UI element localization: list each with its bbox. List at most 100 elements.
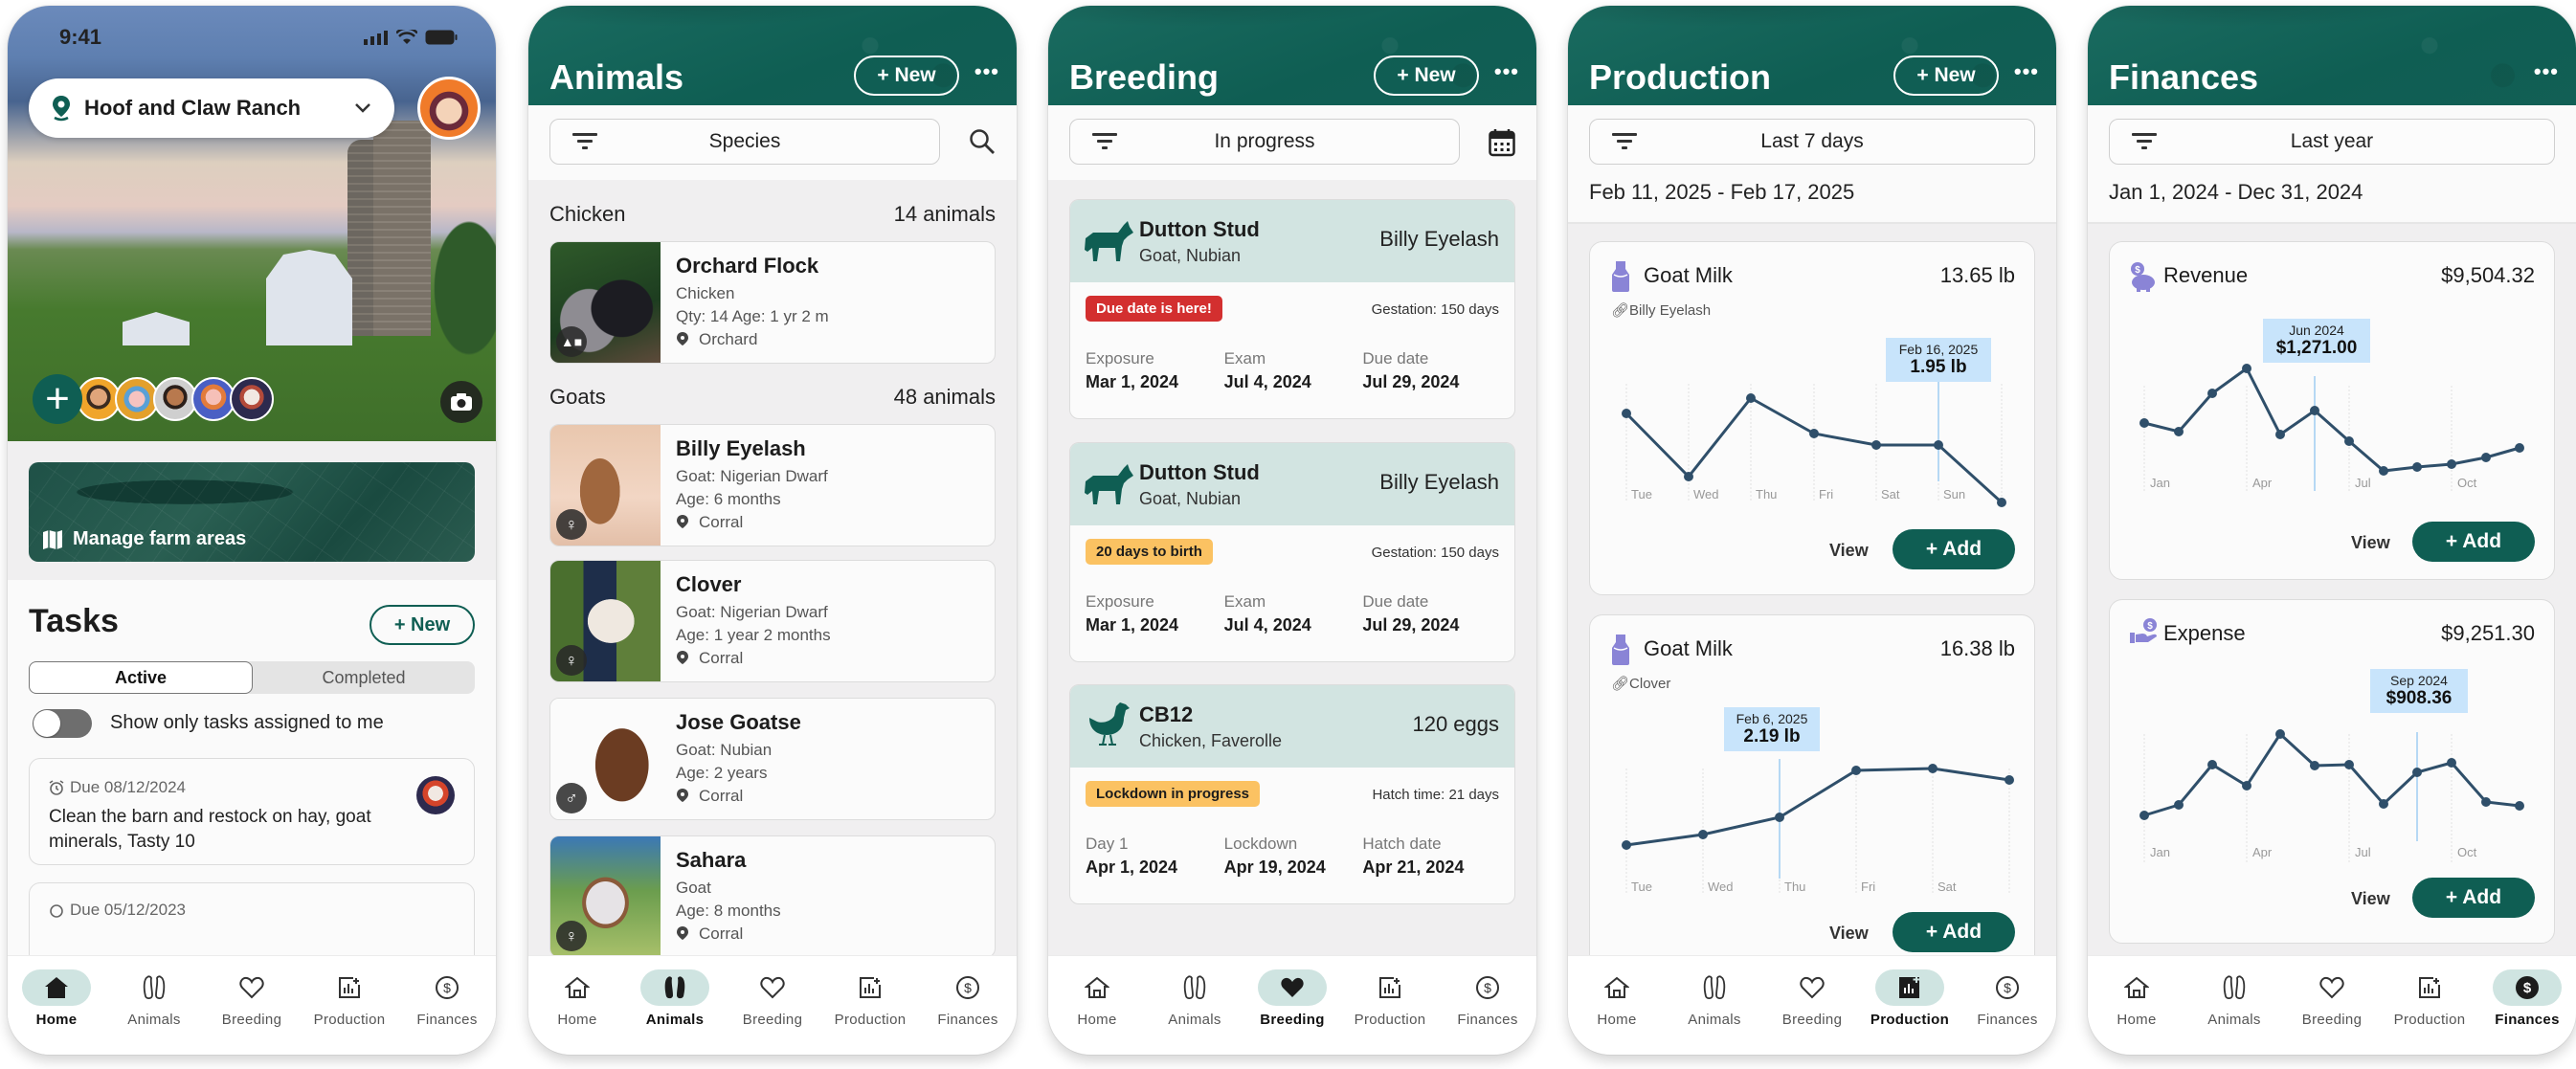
page-title: Production (1589, 57, 1771, 97)
dollar-circle-icon: $ (2516, 976, 2539, 999)
chart-tooltip: Feb 16, 2025 1.95 lb (1886, 338, 1991, 382)
page-title: Finances (2109, 57, 2259, 97)
breeding-card[interactable]: CB12 Chicken, Faverolle 120 eggs Lockdow… (1069, 684, 1515, 904)
svg-text:Apr: Apr (2252, 476, 2273, 490)
status-filter[interactable]: In progress (1069, 119, 1460, 165)
filter-bar: Species (528, 105, 1017, 180)
more-options-icon[interactable]: ••• (2533, 59, 2559, 83)
hoof-icon (143, 975, 166, 1000)
nav-animals[interactable]: Animals (1149, 969, 1241, 1055)
nav-animals[interactable]: Animals (108, 969, 200, 1055)
period-filter[interactable]: Last 7 days (1589, 119, 2035, 165)
filter-icon (571, 133, 598, 150)
svg-text:$: $ (2004, 980, 2011, 995)
add-revenue-button[interactable]: + Add (2412, 522, 2535, 562)
animal-card[interactable]: ♂ Jose Goatse Goat: Nubian Age: 2 years … (549, 698, 996, 820)
assigned-to-me-label: Show only tasks assigned to me (110, 712, 384, 733)
farm-selector[interactable]: Hoof and Claw Ranch (29, 78, 394, 138)
wifi-icon (396, 30, 417, 44)
view-button[interactable]: View (1829, 541, 1869, 560)
dollar-circle-icon: $ (1996, 976, 2019, 999)
new-task-button[interactable]: + New (370, 605, 475, 645)
manage-farm-areas-button[interactable]: Manage farm areas (29, 462, 475, 562)
nav-home[interactable]: Home (1051, 969, 1143, 1055)
nav-home[interactable]: Home (1571, 969, 1663, 1055)
svg-text:Jul: Jul (2355, 845, 2371, 859)
calendar-icon[interactable] (1489, 128, 1515, 157)
nav-finances[interactable]: $ Finances (1961, 969, 2053, 1055)
nav-production[interactable]: Production (1864, 969, 1956, 1055)
filter-icon (1611, 133, 1638, 150)
tab-completed[interactable]: Completed (322, 667, 406, 687)
alarm-clock-icon (50, 904, 63, 918)
add-record-button[interactable]: + Add (1893, 529, 2015, 569)
svg-text:Sun: Sun (1943, 487, 1965, 501)
animal-card[interactable]: ▲■ Orchard Flock Chicken Qty: 14 Age: 1 … (549, 241, 996, 364)
nav-home[interactable]: Home (2091, 969, 2183, 1055)
animal-card[interactable]: ♀ Clover Goat: Nigerian Dwarf Age: 1 yea… (549, 560, 996, 682)
svg-text:Fri: Fri (1819, 487, 1833, 501)
battery-icon (425, 30, 458, 45)
goat-icon (1085, 464, 1133, 504)
date-range: Feb 11, 2025 - Feb 17, 2025 (1568, 174, 2056, 224)
nav-breeding[interactable]: Breeding (2286, 969, 2378, 1055)
add-record-button[interactable]: + Add (1893, 912, 2015, 952)
bottom-nav: Home Animals Breeding Production $ Financ… (1048, 955, 1536, 1055)
animal-card[interactable]: ♀ Sahara Goat Age: 8 months Corral (549, 835, 996, 958)
svg-text:Oct: Oct (2457, 845, 2477, 859)
add-expense-button[interactable]: + Add (2412, 878, 2535, 918)
view-button[interactable]: View (1829, 924, 1869, 943)
manage-farm-areas-label: Manage farm areas (73, 528, 247, 549)
nav-production[interactable]: Production (824, 969, 916, 1055)
more-options-icon[interactable]: ••• (1493, 59, 1519, 83)
nav-production[interactable]: Production (2384, 969, 2475, 1055)
nav-finances[interactable]: $ Finances (1442, 969, 1534, 1055)
nav-production[interactable]: Production (303, 969, 395, 1055)
milk-bottle-icon (1612, 261, 1629, 292)
nav-animals[interactable]: Animals (1669, 969, 1760, 1055)
svg-text:Fri: Fri (1861, 880, 1875, 894)
animal-card[interactable]: ♀ Billy Eyelash Goat: Nigerian Dwarf Age… (549, 424, 996, 546)
team-avatar[interactable] (153, 377, 197, 421)
view-button[interactable]: View (2351, 533, 2390, 552)
breeding-card[interactable]: Dutton Stud Goat, Nubian Billy Eyelash D… (1069, 199, 1515, 419)
view-button[interactable]: View (2351, 889, 2390, 908)
period-filter[interactable]: Last year (2109, 119, 2555, 165)
breeding-card[interactable]: Dutton Stud Goat, Nubian Billy Eyelash 2… (1069, 442, 1515, 662)
new-animal-button[interactable]: + New (854, 56, 959, 96)
group-header-goats: Goats 48 animals (549, 385, 996, 409)
hoof-icon (2223, 975, 2246, 1000)
svg-text:Wed: Wed (1708, 880, 1734, 894)
nav-breeding[interactable]: Breeding (206, 969, 298, 1055)
nav-production[interactable]: Production (1344, 969, 1436, 1055)
task-description: Clean the barn and restock on hay, goat … (49, 807, 371, 852)
nav-breeding[interactable]: Breeding (1766, 969, 1858, 1055)
new-production-button[interactable]: + New (1893, 56, 1999, 96)
search-icon[interactable] (969, 128, 996, 155)
nav-home[interactable]: Home (11, 969, 102, 1055)
nav-breeding[interactable]: Breeding (727, 969, 818, 1055)
heart-icon (239, 976, 264, 999)
nav-finances[interactable]: $ Finances (401, 969, 493, 1055)
species-filter[interactable]: Species (549, 119, 940, 165)
team-avatar[interactable] (230, 377, 274, 421)
nav-breeding[interactable]: Breeding (1246, 969, 1338, 1055)
hoof-icon (1183, 975, 1206, 1000)
nav-animals[interactable]: Animals (2188, 969, 2280, 1055)
assigned-to-me-toggle[interactable] (33, 709, 92, 738)
nav-home[interactable]: Home (531, 969, 623, 1055)
more-options-icon[interactable]: ••• (2013, 59, 2039, 83)
add-team-member-button[interactable]: + (33, 374, 82, 424)
more-options-icon[interactable]: ••• (974, 59, 999, 83)
nav-animals[interactable]: Animals (629, 969, 721, 1055)
change-photo-button[interactable] (440, 381, 482, 423)
tab-active[interactable]: Active (29, 661, 253, 694)
team-avatar[interactable] (115, 377, 159, 421)
svg-text:Thu: Thu (1784, 880, 1805, 894)
task-card[interactable]: Due 08/12/2024 Clean the barn and restoc… (29, 758, 475, 865)
user-avatar[interactable] (417, 77, 481, 140)
page-header: Production + New ••• (1568, 6, 2056, 105)
nav-finances[interactable]: $ Finances (2481, 969, 2573, 1055)
new-breeding-button[interactable]: + New (1374, 56, 1479, 96)
nav-finances[interactable]: $ Finances (922, 969, 1014, 1055)
